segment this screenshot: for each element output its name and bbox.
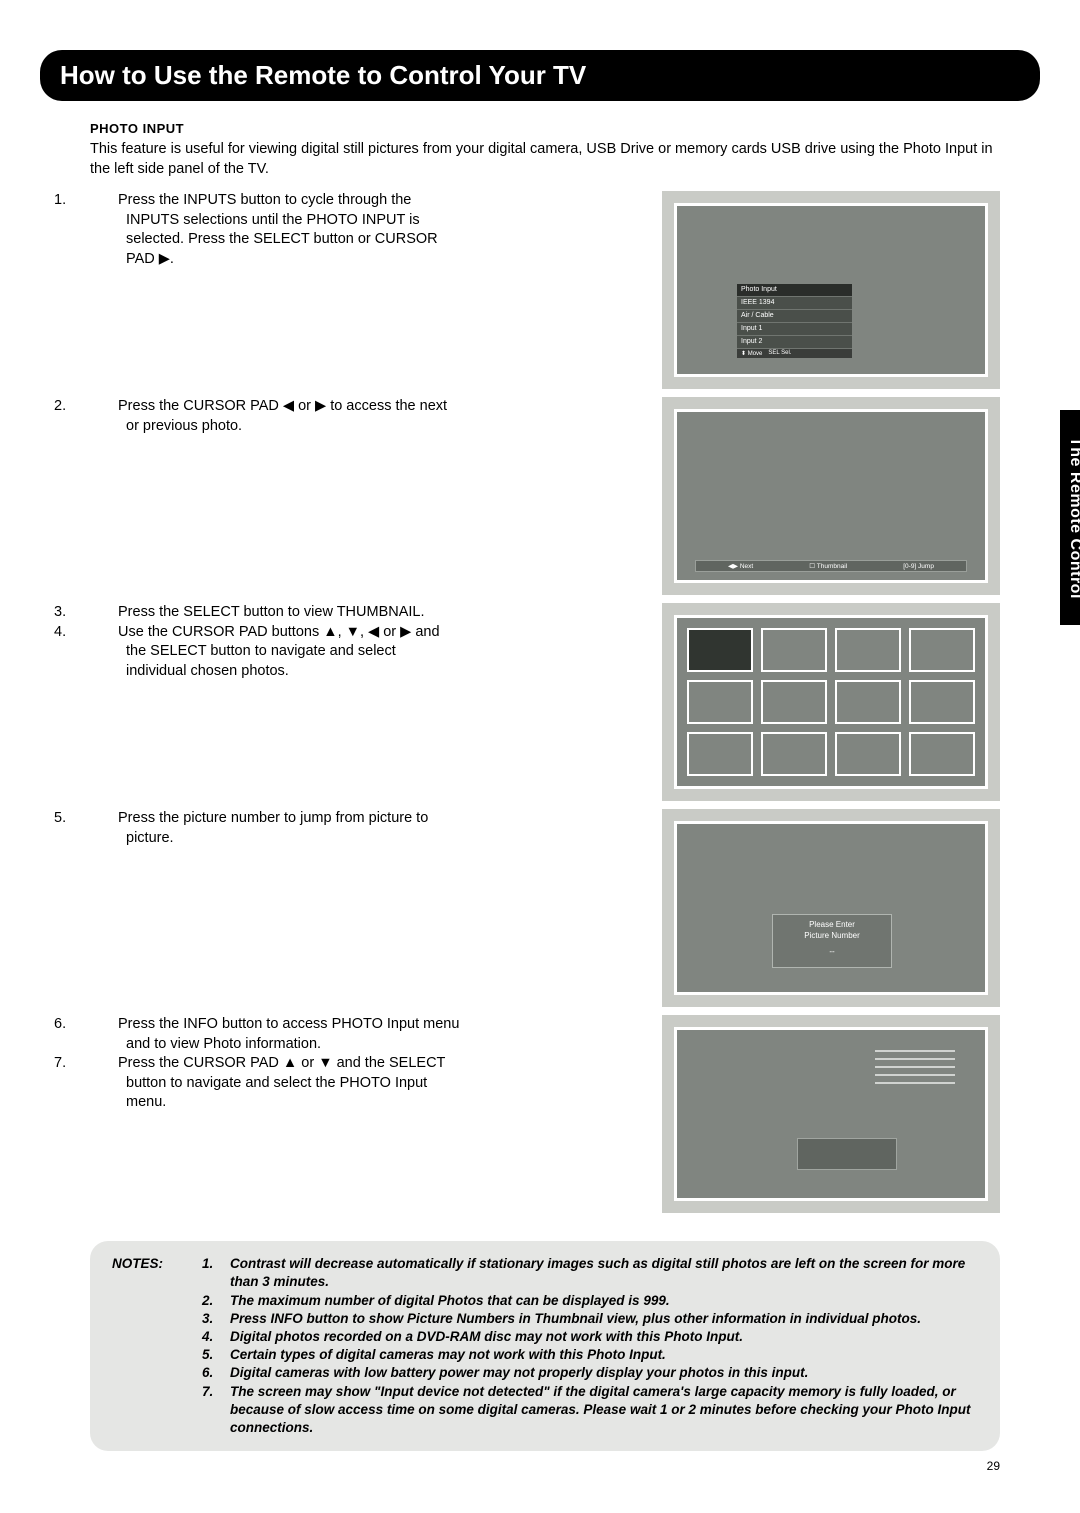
thumbnail-grid [687,628,975,776]
info-lines [875,1050,955,1090]
enter-number-dialog: Please Enter Picture Number -- [772,914,892,968]
step-3-4: 3.Press the SELECT button to view THUMBN… [90,603,460,801]
screenshot-2: ◀▶ Next ☐ Thumbnail [0-9] Jump [674,409,988,583]
page-title-text: How to Use the Remote to Control Your TV [60,60,586,90]
menu-item: Input 2 [737,336,852,349]
thumbnail-cell [835,732,901,776]
note-2: The maximum number of digital Photos tha… [230,1292,978,1310]
menu-item: Input 1 [737,323,852,336]
thumbnail-cell [761,680,827,724]
screenshot-5-frame [662,1015,1000,1213]
page-title-bar: How to Use the Remote to Control Your TV [40,50,1040,101]
screenshot-2-frame: ◀▶ Next ☐ Thumbnail [0-9] Jump [662,397,1000,595]
thumbnail-cell [835,628,901,672]
thumbnail-cell [761,628,827,672]
screenshot-4: Please Enter Picture Number -- [674,821,988,995]
note-5: Certain types of digital cameras may not… [230,1346,978,1364]
screenshot-4-frame: Please Enter Picture Number -- [662,809,1000,1007]
content: PHOTO INPUT This feature is useful for v… [40,121,1040,1451]
notes-label: NOTES: [112,1255,202,1291]
screenshot-1: Photo Input IEEE 1394 Air / Cable Input … [674,203,988,377]
step-2: 2.Press the CURSOR PAD ◀ or ▶ to access … [90,397,460,595]
section-heading: PHOTO INPUT [90,121,1000,136]
info-popup [797,1138,897,1170]
screenshot-3 [674,615,988,789]
note-7: The screen may show "Input device not de… [230,1383,978,1438]
thumbnail-cell [835,680,901,724]
intro-paragraph: This feature is useful for viewing digit… [90,140,1000,179]
screenshot-5 [674,1027,988,1201]
note-3: Press INFO button to show Picture Number… [230,1310,978,1328]
thumbnail-cell [687,732,753,776]
note-4: Digital photos recorded on a DVD-RAM dis… [230,1328,978,1346]
menu-item: Photo Input [737,284,852,297]
thumbnail-cell [909,732,975,776]
steps-list: 1.Press the INPUTS button to cycle throu… [90,191,1000,1221]
thumbnail-cell [687,628,753,672]
thumbnail-cell [687,680,753,724]
thumbnail-cell [909,680,975,724]
step-5: 5.Press the picture number to jump from … [90,809,460,1007]
page-number: 29 [40,1459,1040,1473]
menu-item: IEEE 1394 [737,297,852,310]
screenshot-3-frame [662,603,1000,801]
screenshot-1-frame: Photo Input IEEE 1394 Air / Cable Input … [662,191,1000,389]
step-6-7: 6.Press the INFO button to access PHOTO … [90,1015,460,1213]
note-1: Contrast will decrease automatically if … [230,1255,978,1291]
menu-item: Air / Cable [737,310,852,323]
section-side-tab: The Remote Control [1060,410,1080,625]
note-6: Digital cameras with low battery power m… [230,1364,978,1382]
thumbnail-cell [761,732,827,776]
menu-footer: ⬍ Move SEL Sel. [737,349,852,358]
step-1: 1.Press the INPUTS button to cycle throu… [90,191,460,389]
notes-box: NOTES: 1. Contrast will decrease automat… [90,1241,1000,1451]
thumbnail-cell [909,628,975,672]
input-menu: Photo Input IEEE 1394 Air / Cable Input … [737,284,852,358]
photo-navbar: ◀▶ Next ☐ Thumbnail [0-9] Jump [695,560,967,572]
